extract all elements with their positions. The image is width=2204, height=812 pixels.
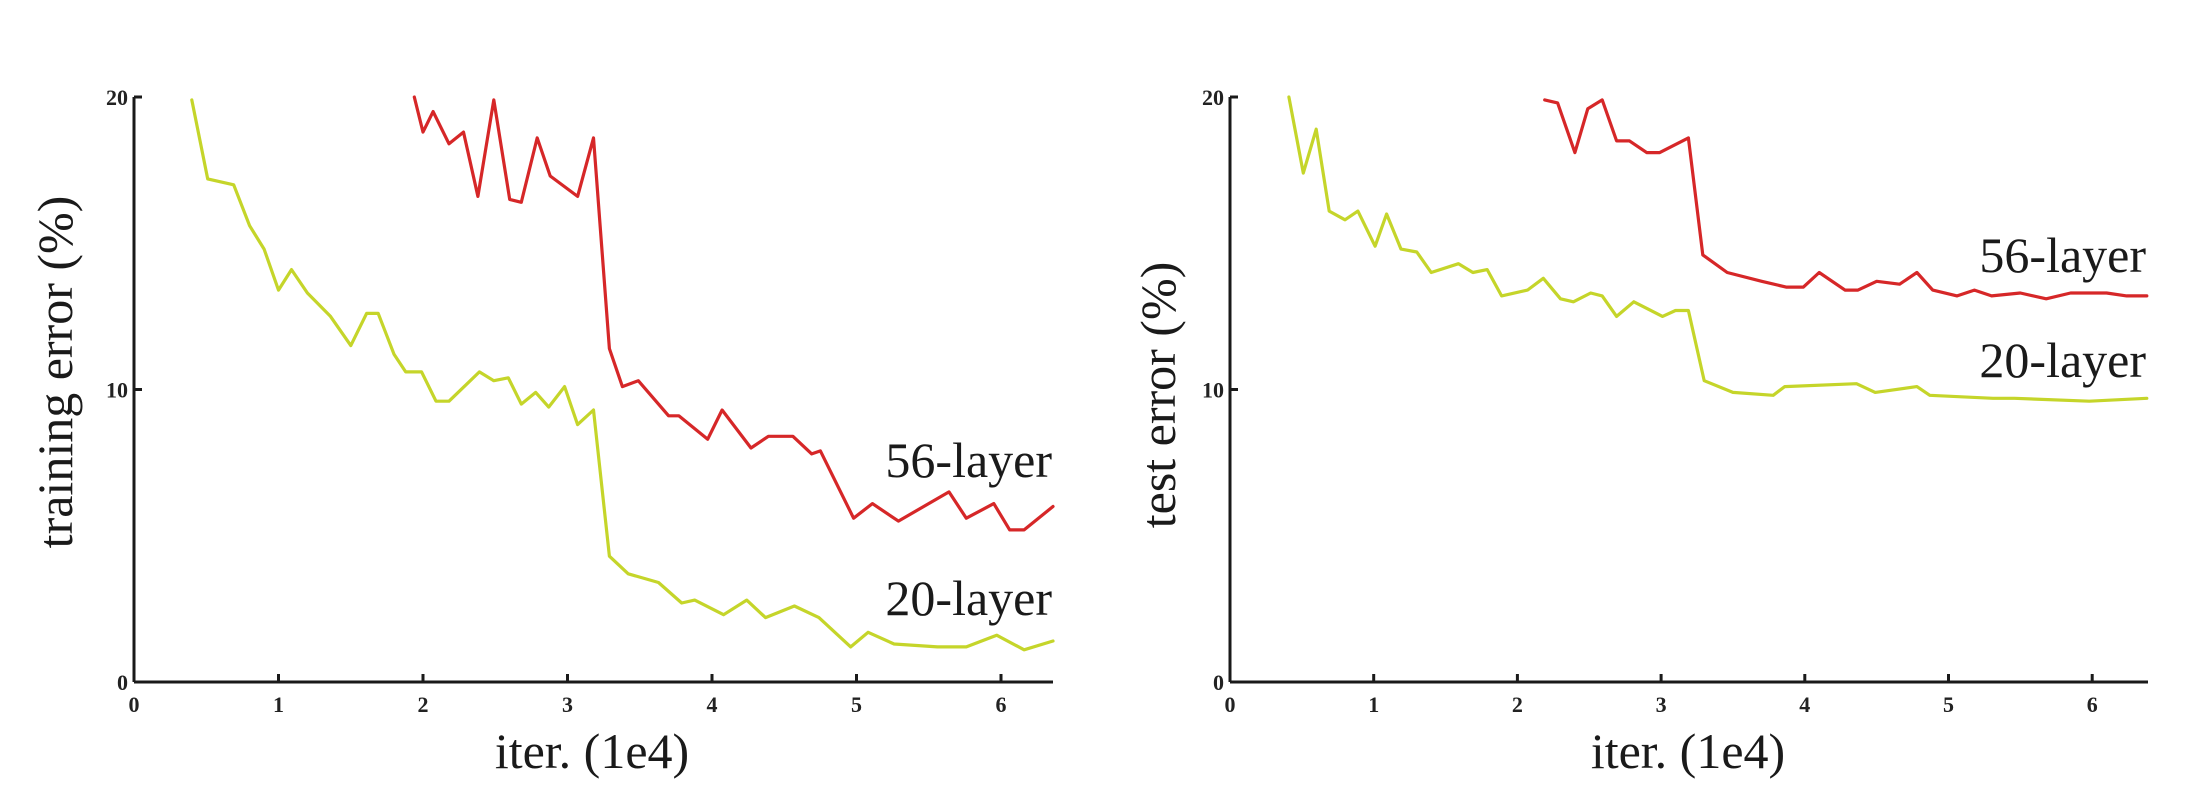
series-label-56-layer: 56-layer	[1979, 227, 2146, 283]
x-tick-label: 2	[418, 692, 429, 717]
plot-area: 0 1 2 3 4 5 6 0 10 20	[1202, 85, 2149, 717]
x-tick-label: 0	[1225, 692, 1236, 717]
y-axis-title: training error (%)	[27, 196, 83, 549]
series-label-20-layer: 20-layer	[1979, 332, 2146, 388]
y-tick-label: 10	[106, 378, 128, 403]
series-label-56-layer: 56-layer	[885, 432, 1052, 488]
x-tick-label: 6	[2087, 692, 2098, 717]
y-tick-label: 20	[106, 85, 128, 110]
y-tick-label: 0	[1213, 670, 1224, 695]
x-tick-label: 5	[851, 692, 862, 717]
training-error-chart: training error (%) iter. (1e4) 0 1 2 3 4 5 6 0 1…	[27, 85, 1055, 779]
x-axis-title: iter. (1e4)	[495, 723, 689, 779]
x-tick-label: 6	[996, 692, 1007, 717]
plot-area: 0 1 2 3 4 5 6 0 10 20	[106, 85, 1055, 717]
y-tick-label: 10	[1202, 378, 1224, 403]
test-error-chart: test error (%) iter. (1e4) 0 1 2 3 4 5 601020 …	[1130, 85, 2149, 779]
y-tick-label: 20	[1202, 85, 1224, 110]
series-line-20-layer	[190, 98, 1055, 652]
x-axis-title: iter. (1e4)	[1591, 723, 1785, 779]
x-tick-label: 4	[1799, 692, 1810, 717]
x-tick-label: 3	[1656, 692, 1667, 717]
series-label-20-layer: 20-layer	[885, 570, 1052, 626]
y-tick-label: 0	[117, 670, 128, 695]
x-tick-label: 1	[1368, 692, 1379, 717]
y-axis-title: test error (%)	[1130, 262, 1186, 529]
x-tick-label: 1	[273, 692, 284, 717]
x-tick-label: 3	[562, 692, 573, 717]
x-tick-label: 4	[707, 692, 718, 717]
x-tick-label: 5	[1943, 692, 1954, 717]
series-line-20-layer	[1287, 95, 2149, 403]
series-line-56-layer	[1543, 98, 2149, 301]
series-line-56-layer	[412, 95, 1055, 532]
x-tick-label: 0	[129, 692, 140, 717]
x-tick-label: 2	[1512, 692, 1523, 717]
